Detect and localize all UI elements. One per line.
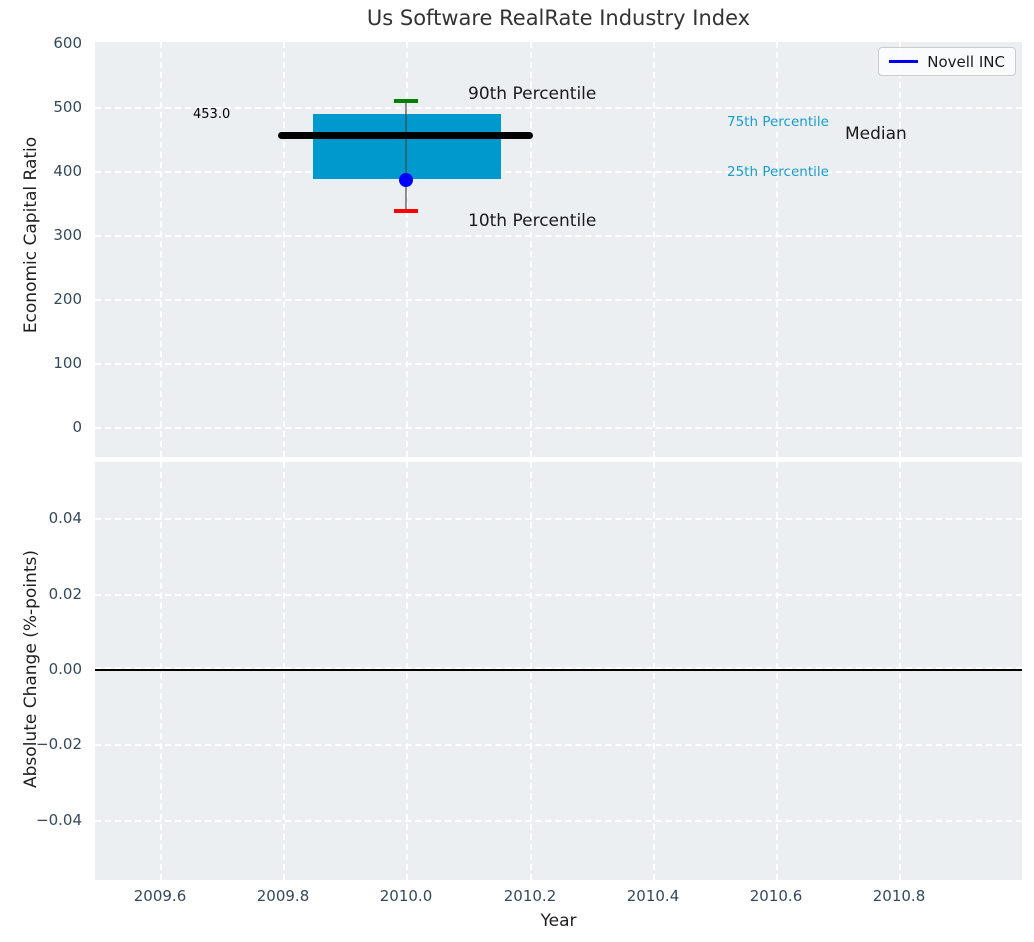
gridline-v (406, 462, 408, 880)
gridline-v (530, 42, 532, 457)
ytick-label: 300 (53, 226, 82, 244)
legend-entry-label: Novell INC (927, 52, 1005, 71)
gridline-v (899, 462, 901, 880)
xtick-label: 2010.8 (872, 887, 926, 905)
median-line (278, 132, 533, 139)
gridline-v (283, 42, 285, 457)
median-value-annotation: 453.0 (193, 107, 231, 122)
top-y-axis-label: Economic Capital Ratio (21, 136, 41, 334)
gridline-v (776, 42, 778, 457)
xtick-label: 2010.4 (626, 887, 680, 905)
gridline-v (653, 42, 655, 457)
ytick-label: −0.04 (36, 811, 82, 829)
p10-cap (394, 209, 418, 213)
ytick-label: 0 (72, 418, 82, 436)
p90-label: 90th Percentile (468, 84, 597, 104)
p90-cap (394, 99, 418, 103)
gridline-h (95, 667, 1022, 669)
gridline-v (406, 42, 408, 457)
gridline-v (530, 462, 532, 880)
bottom-axes (95, 462, 1022, 880)
p10-label: 10th Percentile (468, 211, 597, 231)
gridline-v (776, 462, 778, 880)
gridline-h (95, 518, 1022, 520)
p75-label: 75th Percentile (727, 114, 829, 130)
iqr-box (313, 114, 501, 179)
gridline-h (95, 594, 1022, 596)
top-axes: 453.0 90th Percentile 10th Percentile 75… (95, 42, 1022, 457)
chart-title: Us Software RealRate Industry Index (366, 6, 751, 30)
gridline-v (160, 42, 162, 457)
ytick-label: 400 (53, 162, 82, 180)
p25-label: 25th Percentile (727, 164, 829, 180)
zero-reference-line (95, 669, 1022, 671)
ytick-label: 200 (53, 290, 82, 308)
gridline-v (899, 42, 901, 457)
x-axis-label: Year (540, 911, 577, 931)
novell-data-point (399, 173, 413, 187)
gridline-v (653, 462, 655, 880)
gridline-h (95, 427, 1022, 429)
ytick-label: 0.00 (48, 660, 82, 678)
xtick-label: 2010.2 (503, 887, 557, 905)
gridline-v (283, 462, 285, 880)
gridline-h (95, 299, 1022, 301)
gridline-h (95, 107, 1022, 109)
xtick-label: 2009.6 (133, 887, 187, 905)
gridline-h (95, 820, 1022, 822)
legend-line-swatch (889, 60, 919, 63)
gridline-h (95, 171, 1022, 173)
whisker-line (405, 101, 407, 211)
xtick-label: 2010.0 (379, 887, 433, 905)
ytick-label: −0.02 (36, 735, 82, 753)
ytick-label: 0.04 (48, 509, 82, 527)
gridline-v (160, 462, 162, 880)
gridline-h (95, 363, 1022, 365)
bottom-y-axis-label: Absolute Change (%-points) (21, 550, 41, 788)
gridline-h (95, 744, 1022, 746)
ytick-label: 500 (53, 98, 82, 116)
ytick-label: 100 (53, 354, 82, 372)
gridline-h (95, 235, 1022, 237)
legend: Novell INC (878, 47, 1016, 76)
xtick-label: 2009.8 (256, 887, 310, 905)
ytick-label: 600 (53, 34, 82, 52)
ytick-label: 0.02 (48, 585, 82, 603)
xtick-label: 2010.6 (749, 887, 803, 905)
median-label: Median (845, 124, 907, 144)
